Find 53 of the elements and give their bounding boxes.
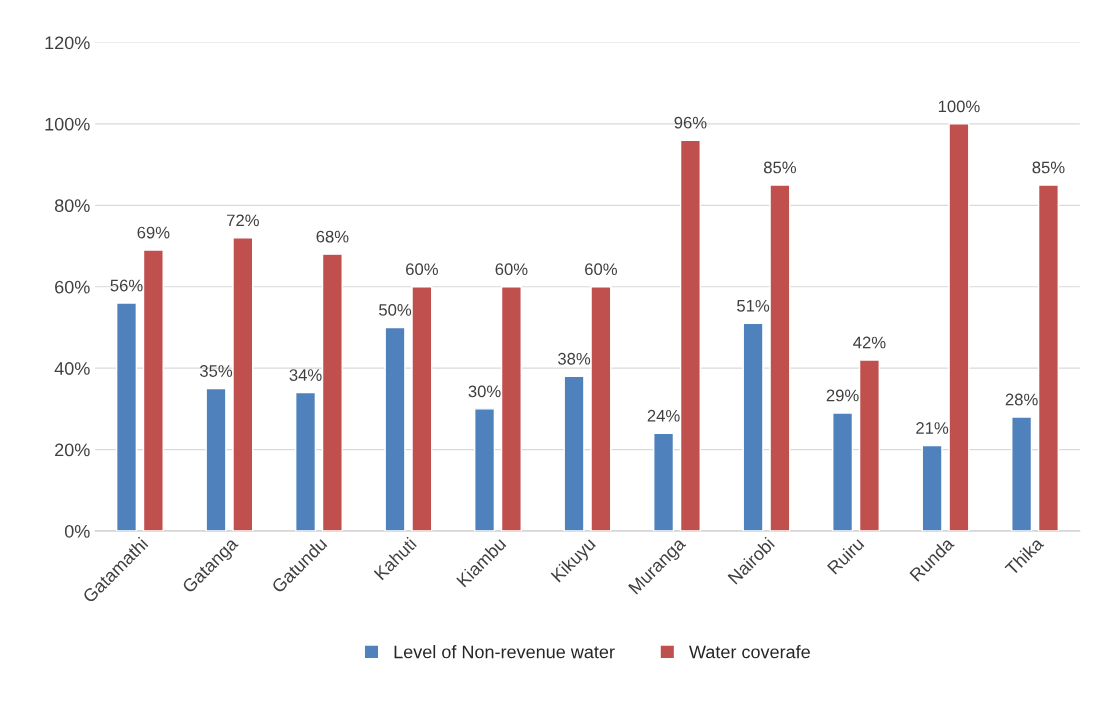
data-label: 56% [110, 279, 143, 292]
bar [321, 253, 343, 531]
bar [115, 302, 138, 531]
y-tick-label: 40% [54, 362, 90, 375]
data-label: 72% [227, 214, 259, 227]
bar [858, 359, 880, 531]
data-label: 60% [406, 263, 438, 276]
bar [294, 391, 317, 531]
bar [832, 412, 854, 531]
bar [384, 326, 406, 531]
data-label: 35% [199, 365, 233, 377]
bar [474, 408, 496, 531]
y-tick-label: 0% [64, 524, 90, 538]
data-label: 21% [916, 422, 949, 434]
y-tick-label: 20% [55, 443, 90, 457]
bar [769, 184, 791, 531]
y-tick-label: 60% [55, 280, 90, 294]
bar [1037, 184, 1059, 531]
bar [679, 139, 701, 531]
bar [948, 123, 970, 531]
data-label: 42% [853, 336, 886, 349]
bar [411, 286, 433, 531]
y-tick-label: 100% [45, 117, 90, 131]
data-label: 50% [379, 304, 412, 316]
bar [590, 286, 612, 531]
data-label: 100% [938, 100, 980, 113]
bar [653, 432, 675, 531]
data-label: 60% [585, 263, 617, 276]
data-label: 69% [137, 226, 170, 239]
data-label: 60% [495, 263, 528, 276]
data-label: 85% [1032, 161, 1065, 174]
y-tick-label: 120% [45, 36, 90, 50]
legend-label: Level of Non-revenue water [394, 645, 615, 659]
bar [742, 322, 764, 531]
bar [142, 249, 164, 531]
data-label: 29% [826, 389, 859, 402]
data-label: 28% [1005, 393, 1038, 406]
bar [205, 387, 227, 531]
data-label: 68% [316, 230, 349, 243]
data-label: 38% [558, 352, 591, 365]
bar [563, 375, 585, 531]
bar [1011, 416, 1033, 531]
bar [921, 444, 943, 531]
legend-label: Water coverafe [689, 645, 810, 659]
data-label: 96% [674, 116, 707, 129]
data-label: 34% [289, 369, 322, 381]
y-tick-label: 80% [54, 199, 90, 213]
bar [500, 286, 522, 531]
data-label: 30% [468, 385, 501, 398]
data-label: 51% [737, 300, 770, 312]
data-label: 24% [647, 409, 680, 422]
data-label: 85% [763, 161, 797, 174]
bar [232, 237, 254, 531]
